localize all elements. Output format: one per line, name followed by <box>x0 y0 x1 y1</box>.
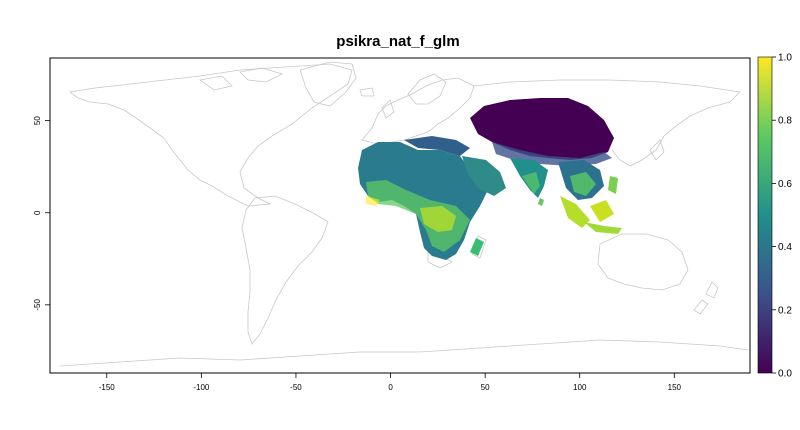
indonesia-region <box>560 196 590 228</box>
y-tick-label: 0 <box>33 210 42 215</box>
siberia-outline <box>473 79 741 167</box>
central-asia-region <box>470 98 614 160</box>
madagascar-region <box>470 238 484 256</box>
europe-outline <box>361 77 475 145</box>
map-title: psikra_nat_f_glm <box>336 33 459 50</box>
y-tick-label: 50 <box>33 116 42 125</box>
y-tick-label: -50 <box>33 299 42 311</box>
y-axis: 50 0 -50 <box>33 116 50 311</box>
prediction-surface <box>358 98 622 260</box>
x-tick-label: -150 <box>99 383 116 392</box>
legend-tick-label: 1.0 <box>778 53 792 64</box>
legend-tick-label: 0.2 <box>778 305 792 316</box>
x-tick-label: 100 <box>573 383 587 392</box>
australia-outline <box>597 233 689 291</box>
legend-tick-label: 0.6 <box>778 179 792 190</box>
antarctica-outline <box>59 339 749 367</box>
greenland-outline <box>299 61 357 107</box>
world-outlines <box>59 61 749 367</box>
south-america-outline <box>241 195 329 345</box>
x-tick-label: -50 <box>290 383 302 392</box>
plot-frame <box>49 57 751 374</box>
legend-tick-label: 0.8 <box>778 116 792 127</box>
x-tick-label: -100 <box>193 383 210 392</box>
x-tick-label: 50 <box>481 383 490 392</box>
legend-colorbar <box>757 56 773 374</box>
x-tick-label: 150 <box>668 383 682 392</box>
north-america-outline <box>69 63 353 207</box>
legend-scale: 0.0 0.2 0.4 0.6 0.8 1.0 <box>772 53 792 380</box>
x-axis: -150 -100 -50 0 50 100 150 <box>99 373 682 392</box>
x-tick-label: 0 <box>388 383 393 392</box>
legend-tick-label: 0.4 <box>778 242 792 253</box>
legend-tick-label: 0.0 <box>778 369 792 380</box>
arabia-region <box>462 156 506 196</box>
